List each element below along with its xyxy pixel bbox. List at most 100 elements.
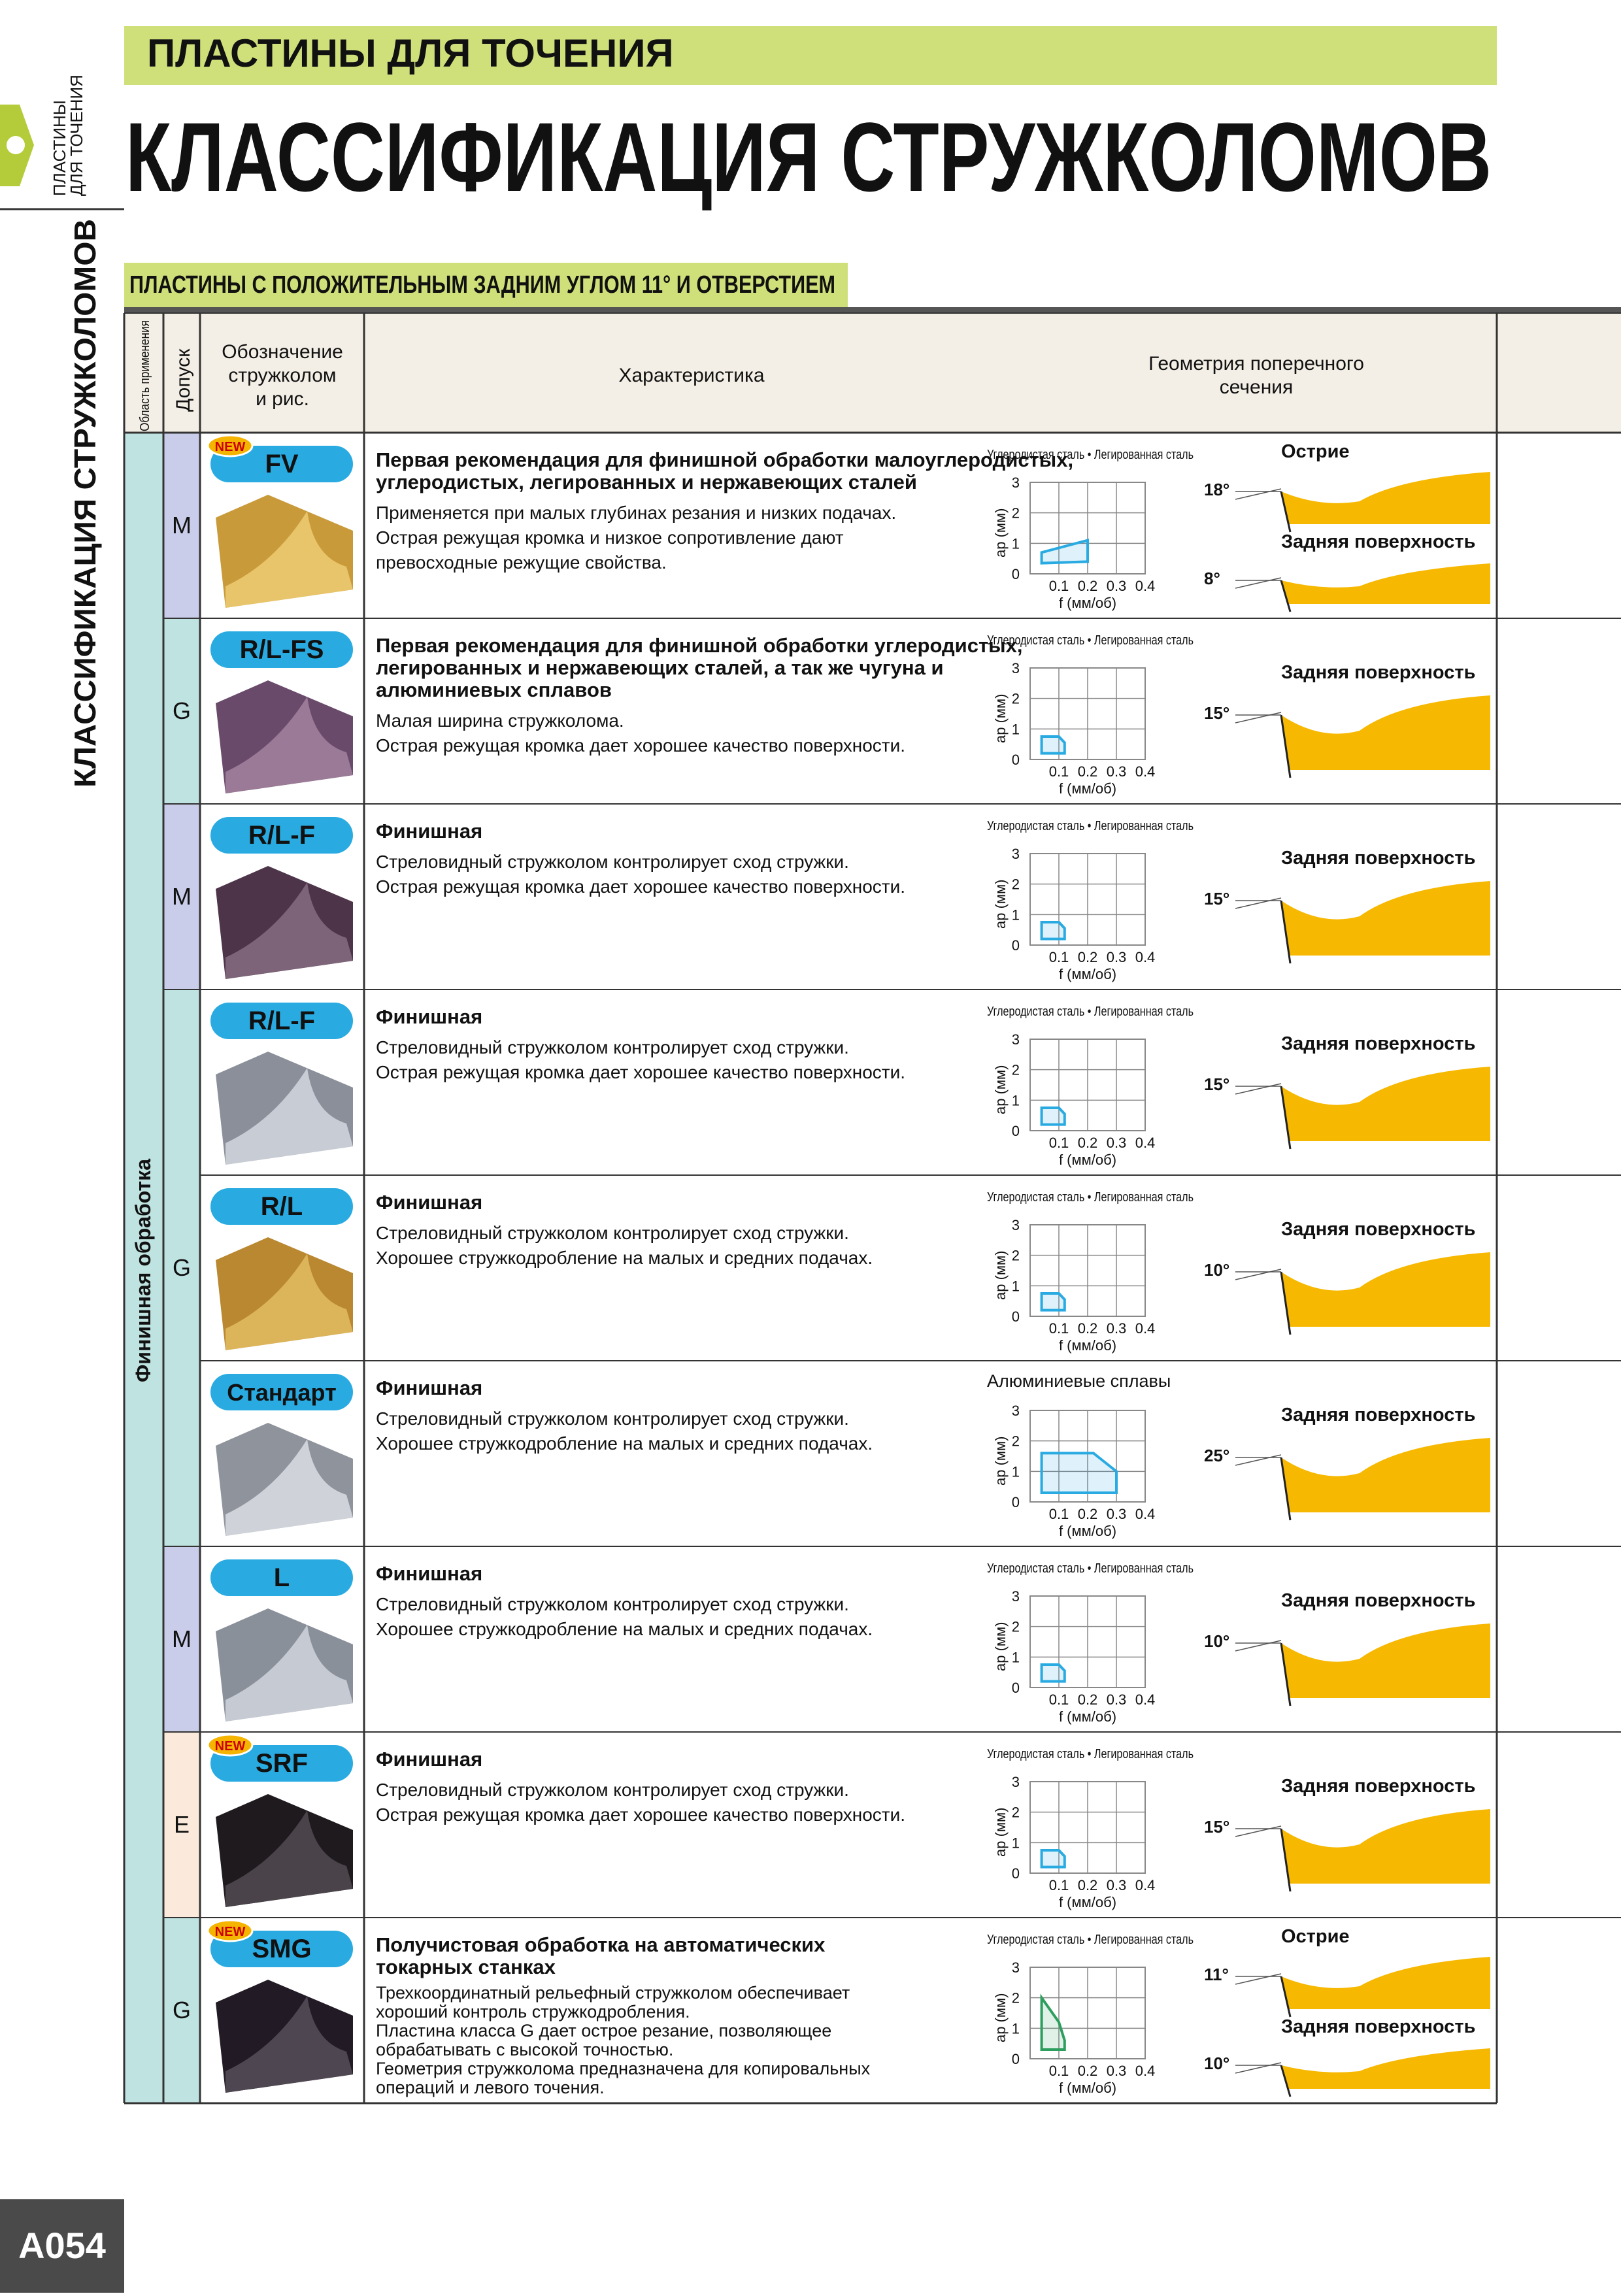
angle-ref <box>1235 488 1282 500</box>
chart-y-tick: 3 <box>1012 1031 1020 1048</box>
chart-y-tick: 3 <box>1012 1774 1020 1790</box>
section-profile <box>1281 881 1490 956</box>
chart-y-tick: 2 <box>1012 1619 1020 1635</box>
chart-x-tick: 0.2 <box>1078 1320 1098 1337</box>
chart-x-tick: 0.2 <box>1078 1691 1098 1708</box>
chart-x-tick: 0.3 <box>1107 763 1127 780</box>
chart-y-tick: 2 <box>1012 1433 1020 1450</box>
chart-y-tick: 2 <box>1012 1248 1020 1264</box>
insert-image-face <box>226 1625 353 1722</box>
section-label: Острие <box>1281 1926 1350 1947</box>
feature-desc: Трехкоординатный рельефный стружколом об… <box>376 1983 850 2003</box>
section-edge <box>1280 900 1292 964</box>
feature-desc: Пластина класса G дает острое резание, п… <box>376 2021 831 2040</box>
code-pill <box>210 817 353 854</box>
feature-desc: Стреловидный стружколом контролирует схо… <box>376 1223 849 1243</box>
table-body: Финишная обработка M G M G M E G FV NEW Первая рек… <box>124 433 1490 2103</box>
column-header: Геометрия поперечного <box>1148 353 1364 374</box>
feature-title: углеродистых, легированных и нержавеющих… <box>376 471 917 493</box>
badge-bg <box>207 434 254 458</box>
application-region <box>1040 1849 1066 1869</box>
table-header-bg <box>124 313 1621 433</box>
chart-x-tick: 0.4 <box>1135 1877 1156 1893</box>
chart-y-tick: 1 <box>1012 1835 1020 1851</box>
feature-title: Финишная <box>376 1562 482 1585</box>
chart-x-tick: 0.2 <box>1078 1877 1098 1893</box>
chart-y-tick: 0 <box>1012 752 1020 768</box>
chart-y-label: ap (мм) <box>992 508 1009 558</box>
chart-y-tick: 3 <box>1012 846 1020 862</box>
chart-x-tick: 0.3 <box>1107 1691 1127 1708</box>
chart-x-tick: 0.2 <box>1078 763 1098 780</box>
code-pill <box>210 1003 353 1039</box>
insert-image-face <box>226 1996 353 2093</box>
feature-desc: хороший контроль стружкодробления. <box>376 2002 690 2021</box>
chart-x-tick: 0.1 <box>1049 763 1069 780</box>
angle-ref <box>1235 2062 1282 2074</box>
section-label: Задняя поверхность <box>1281 1405 1475 1425</box>
chart-x-tick: 0.2 <box>1078 2063 1098 2079</box>
chart-y-tick: 0 <box>1012 1865 1020 1882</box>
code: Стандарт <box>227 1379 336 1406</box>
column-header: Обозначение <box>222 341 343 363</box>
section-label: Задняя поверхность <box>1281 848 1475 869</box>
chart-label: Углеродистая сталь • Легированная сталь <box>987 819 1194 833</box>
chart-y-tick: 0 <box>1012 1680 1020 1696</box>
chart-y-label: ap (мм) <box>992 1065 1009 1115</box>
chart-x-tick: 0.2 <box>1078 578 1098 594</box>
feature-desc: Стреловидный стружколом контролирует схо… <box>376 1780 849 1800</box>
application-region <box>1040 921 1066 940</box>
section-angle: 10° <box>1204 1260 1229 1280</box>
application-region <box>1040 735 1066 755</box>
chart-x-label: f (мм/об) <box>1059 1337 1116 1354</box>
column-header: Допуск <box>173 348 194 412</box>
tolerance: M <box>172 512 192 539</box>
insert-image-face <box>226 1068 353 1165</box>
chart-y-tick: 0 <box>1012 937 1020 954</box>
section-angle: 25° <box>1204 1446 1229 1465</box>
chart-label: Алюминиевые сплавы <box>987 1371 1171 1391</box>
angle-ref <box>1235 1269 1282 1280</box>
chart-x-tick: 0.2 <box>1078 949 1098 965</box>
chart-x-tick: 0.1 <box>1049 949 1069 965</box>
section-angle: 15° <box>1204 1074 1229 1094</box>
feature-desc: операций и левого точения. <box>376 2078 605 2097</box>
chart-x-label: f (мм/об) <box>1059 595 1116 611</box>
insert-image-face <box>226 1439 353 1536</box>
feature-desc: обрабатывать с высокой точностью. <box>376 2040 673 2059</box>
section-bar <box>124 26 1497 85</box>
chart-y-tick: 3 <box>1012 1959 1020 1976</box>
feature-desc: Применяется при малых глубинах резания и… <box>376 503 896 523</box>
tolerance-cell <box>163 1546 200 1732</box>
angle-ref <box>1235 1083 1282 1095</box>
chart-label: Углеродистая сталь • Легированная сталь <box>987 1933 1194 1947</box>
feature-desc: Острая режущая кромка дает хорошее качес… <box>376 735 905 756</box>
tolerance-cell <box>163 618 200 804</box>
badge: NEW <box>215 1739 246 1754</box>
feature-title: легированных и нержавеющих сталей, а так… <box>376 656 944 679</box>
chart-y-tick: 3 <box>1012 474 1020 491</box>
chart-label: Углеродистая сталь • Легированная сталь <box>987 1561 1194 1576</box>
insert-image-face <box>226 511 353 608</box>
chart-x-tick: 0.4 <box>1135 1691 1156 1708</box>
feature-title: Первая рекомендация для финишной обработ… <box>376 634 1023 657</box>
code: R/L-F <box>248 1007 315 1035</box>
chart-x-tick: 0.4 <box>1135 763 1156 780</box>
code-pill <box>210 1745 353 1782</box>
angle-ref <box>1235 1825 1282 1837</box>
chart-x-tick: 0.4 <box>1135 949 1156 965</box>
chart-y-tick: 0 <box>1012 1123 1020 1139</box>
section-edge <box>1280 1828 1292 1892</box>
chart-y-tick: 2 <box>1012 691 1020 707</box>
section-label: Задняя поверхность <box>1281 1219 1475 1240</box>
chart-x-tick: 0.1 <box>1049 1320 1069 1337</box>
subheader-rule <box>124 307 1621 313</box>
section-label: Задняя поверхность <box>1281 662 1475 683</box>
section-title: ПЛАСТИНЫ ДЛЯ ТОЧЕНИЯ <box>147 31 674 75</box>
section-profile <box>1281 2048 1490 2089</box>
section-label: Задняя поверхность <box>1281 1776 1475 1797</box>
column-header: Характеристика <box>618 365 764 386</box>
page-number: A054 <box>18 2225 106 2266</box>
section-profile <box>1281 695 1490 770</box>
chart-y-tick: 2 <box>1012 1990 1020 2006</box>
